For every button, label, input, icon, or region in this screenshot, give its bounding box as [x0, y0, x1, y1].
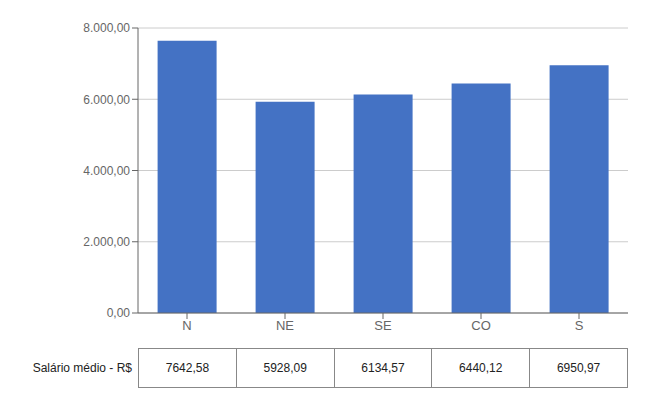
html-text:6440,12: 6440,12 [459, 361, 503, 375]
html-text:6950,97: 6950,97 [556, 361, 601, 375]
svg-text:6.000,00: 6.000,00 [83, 93, 130, 107]
svg-text:SE: SE [374, 318, 392, 333]
svg-text:4.000,00: 4.000,00 [83, 164, 130, 178]
svg-text:N: N [182, 318, 191, 333]
svg-text:0,00: 0,00 [107, 306, 131, 320]
html-text:5928,09: 5928,09 [263, 361, 307, 375]
svg-text:2.000,00: 2.000,00 [83, 235, 130, 249]
html-text:7642,58: 7642,58 [165, 361, 210, 375]
html-text:Salário médio - R$: Salário médio - R$ [32, 361, 132, 375]
svg-text:8.000,00: 8.000,00 [83, 21, 130, 35]
html-text:6134,57: 6134,57 [361, 361, 405, 375]
svg-text:S: S [575, 318, 584, 333]
svg-text:NE: NE [276, 318, 294, 333]
svg-text:CO: CO [471, 318, 491, 333]
